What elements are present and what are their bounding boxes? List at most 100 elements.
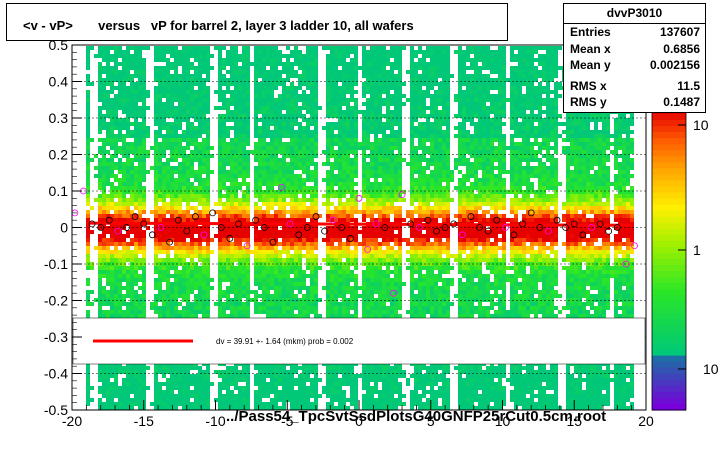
heat-cell: [294, 286, 298, 290]
heat-cell: [338, 258, 342, 262]
heat-cell: [250, 298, 254, 302]
heat-cell: [254, 234, 258, 238]
heat-cell: [206, 258, 210, 262]
heat-cell: [138, 286, 142, 290]
heat-cell: [246, 74, 250, 78]
heat-cell: [198, 370, 202, 374]
heat-cell: [338, 138, 342, 142]
heat-cell: [130, 122, 134, 126]
heat-cell: [310, 50, 314, 54]
heat-cell: [262, 170, 266, 174]
heat-cell: [278, 138, 282, 142]
heat-cell: [238, 206, 242, 210]
heat-cell: [174, 194, 178, 198]
heat-cell: [218, 406, 222, 410]
heat-cell: [290, 230, 294, 234]
heat-cell: [130, 218, 134, 222]
heat-cell: [286, 90, 290, 94]
heat-cell: [206, 134, 210, 138]
heat-cell: [130, 66, 134, 70]
heat-cell: [154, 58, 158, 62]
heat-cell: [178, 166, 182, 170]
heat-cell: [190, 394, 194, 398]
heat-cell: [222, 102, 226, 106]
heat-cell: [138, 386, 142, 390]
heat-cell: [270, 190, 274, 194]
heat-cell: [326, 110, 330, 114]
heat-cell: [98, 118, 102, 122]
heat-cell: [102, 202, 106, 206]
heat-cell: [182, 98, 186, 102]
heat-cell: [330, 226, 334, 230]
heat-cell: [346, 186, 350, 190]
heat-cell: [246, 150, 250, 154]
heat-cell: [266, 278, 270, 282]
heat-cell: [182, 130, 186, 134]
heat-cell: [186, 242, 190, 246]
heat-cell: [178, 394, 182, 398]
heat-cell: [194, 238, 198, 242]
heat-cell: [278, 106, 282, 110]
heat-cell: [166, 310, 170, 314]
heat-cell: [306, 46, 310, 50]
heat-cell: [158, 130, 162, 134]
heat-cell: [138, 378, 142, 382]
heat-cell: [246, 66, 250, 70]
heat-cell: [306, 166, 310, 170]
heat-cell: [234, 70, 238, 74]
heat-cell: [142, 314, 146, 318]
heat-cell: [238, 74, 242, 78]
heat-cell: [354, 378, 358, 382]
heat-cell: [114, 298, 118, 302]
heat-cell: [98, 386, 102, 390]
heat-cell: [154, 258, 158, 262]
heat-cell: [114, 282, 118, 286]
heat-cell: [134, 122, 138, 126]
heat-cell: [274, 310, 278, 314]
heat-cell: [230, 266, 234, 270]
heat-cell: [226, 390, 230, 394]
heat-cell: [330, 302, 334, 306]
heat-cell: [86, 390, 90, 394]
heat-cell: [150, 302, 154, 306]
heat-cell: [262, 394, 266, 398]
heat-cell: [174, 382, 178, 386]
heat-cell: [270, 370, 274, 374]
heat-cell: [158, 126, 162, 130]
heat-cell: [138, 182, 142, 186]
heat-cell: [198, 46, 202, 50]
heat-cell: [182, 102, 186, 106]
heat-cell: [154, 406, 158, 410]
heat-cell: [162, 206, 166, 210]
heat-cell: [194, 242, 198, 246]
heat-cell: [306, 146, 310, 150]
heat-cell: [294, 278, 298, 282]
heat-cell: [294, 46, 298, 50]
heat-cell: [194, 210, 198, 214]
heat-cell: [246, 106, 250, 110]
heat-cell: [134, 238, 138, 242]
heat-cell: [254, 226, 258, 230]
heat-cell: [290, 118, 294, 122]
heat-cell: [242, 230, 246, 234]
heat-cell: [246, 370, 250, 374]
heat-cell: [218, 190, 222, 194]
heat-cell: [286, 142, 290, 146]
heat-cell: [274, 58, 278, 62]
heat-cell: [186, 282, 190, 286]
heat-cell: [274, 270, 278, 274]
heat-cell: [98, 234, 102, 238]
heat-cell: [306, 374, 310, 378]
heat-cell: [126, 114, 130, 118]
heat-cell: [346, 214, 350, 218]
heat-cell: [270, 398, 274, 402]
heat-cell: [310, 94, 314, 98]
heat-cell: [98, 366, 102, 370]
heat-cell: [98, 278, 102, 282]
heat-cell: [246, 170, 250, 174]
heat-cell: [306, 394, 310, 398]
heat-cell: [258, 306, 262, 310]
heat-cell: [110, 170, 114, 174]
heat-cell: [110, 366, 114, 370]
heat-cell: [310, 162, 314, 166]
